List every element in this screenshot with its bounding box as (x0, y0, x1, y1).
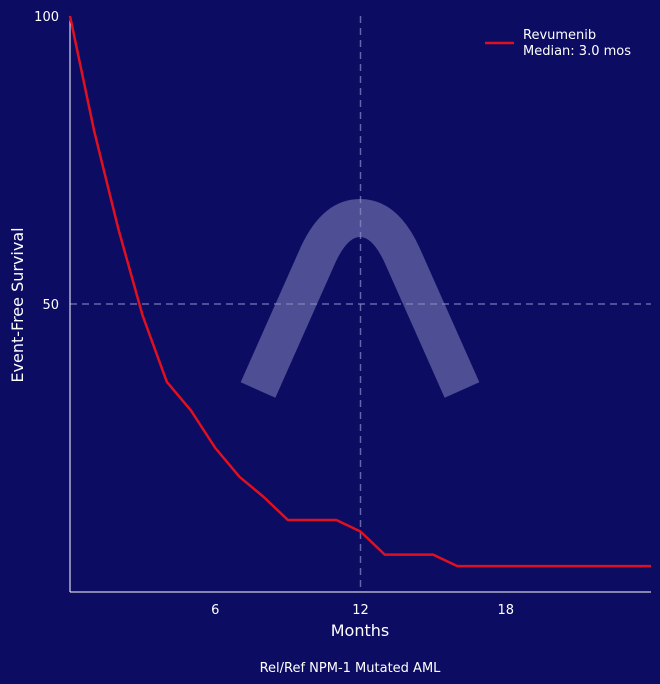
x-axis-title: Months (331, 621, 389, 640)
chart-caption: Rel/Ref NPM-1 Mutated AML (260, 661, 442, 676)
series-line-revumenib (68, 15, 651, 568)
series-layer (68, 15, 651, 568)
y-tick-label-50: 50 (42, 298, 59, 313)
x-tick-labels: 6 12 18 (211, 603, 514, 618)
legend-series-name: Revumenib (523, 28, 596, 43)
x-tick-label-12: 12 (352, 603, 369, 618)
x-tick-label-18: 18 (497, 603, 514, 618)
legend-median-label: Median: 3.0 mos (523, 44, 631, 59)
legend: Revumenib Median: 3.0 mos (485, 28, 631, 59)
y-axis-title: Event-Free Survival (8, 227, 27, 382)
x-tick-label-6: 6 (211, 603, 219, 618)
y-tick-labels: 50 100 (34, 10, 59, 313)
y-tick-label-100: 100 (34, 10, 59, 25)
caret-arch-watermark-icon (240, 199, 480, 398)
